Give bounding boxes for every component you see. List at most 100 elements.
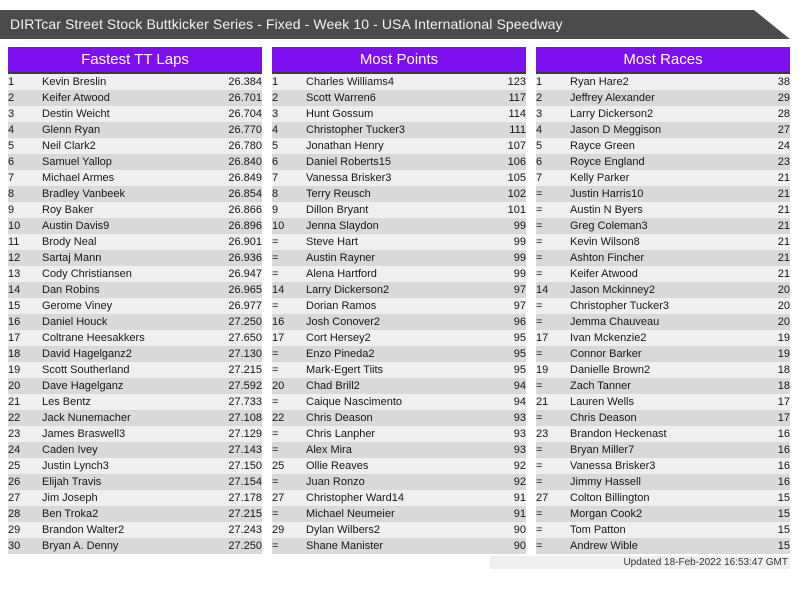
row-rank: 13 xyxy=(8,268,21,280)
row-value: 26.849 xyxy=(228,172,262,184)
row-driver-name: Daniel Roberts15 xyxy=(306,156,391,168)
row-value: 20 xyxy=(777,316,790,328)
row-value: 19 xyxy=(777,332,790,344)
row-value: 27.733 xyxy=(228,396,262,408)
table-row: 18 David Hagelganz2 27.130 xyxy=(8,346,262,362)
table-row: 22 Jack Nunemacher 27.108 xyxy=(8,410,262,426)
table-row: 19 Scott Southerland 27.215 xyxy=(8,362,262,378)
table-row: 5 Neil Clark2 26.780 xyxy=(8,138,262,154)
row-driver-name: Dave Hagelganz xyxy=(42,380,124,392)
row-value: 99 xyxy=(513,236,526,248)
table-row: = Jimmy Hassell 16 xyxy=(536,474,790,490)
table-row: = Enzo Pineda2 95 xyxy=(272,346,526,362)
row-rank: 17 xyxy=(536,332,549,344)
row-rank: 6 xyxy=(272,156,279,168)
row-rank: = xyxy=(272,540,279,552)
row-value: 19 xyxy=(777,348,790,360)
row-driver-name: Chad Brill2 xyxy=(306,380,360,392)
row-driver-name: Tom Patton xyxy=(570,524,626,536)
row-driver-name: Jason Mckinney2 xyxy=(570,284,655,296)
row-rank: 1 xyxy=(272,76,279,88)
row-value: 20 xyxy=(777,284,790,296)
table-row: 8 Terry Reusch 102 xyxy=(272,186,526,202)
row-value: 24 xyxy=(777,140,790,152)
table-row: 6 Daniel Roberts15 106 xyxy=(272,154,526,170)
row-driver-name: Brandon Heckenast xyxy=(570,428,667,440)
row-rank: = xyxy=(536,380,543,392)
row-rank: 14 xyxy=(536,284,549,296)
row-rank: 21 xyxy=(536,396,549,408)
row-rank: 5 xyxy=(272,140,279,152)
table-row: 19 Danielle Brown2 18 xyxy=(536,362,790,378)
table-row: = Alena Hartford 99 xyxy=(272,266,526,282)
row-rank: 15 xyxy=(8,300,21,312)
row-driver-name: Scott Warren6 xyxy=(306,92,376,104)
row-value: 27.178 xyxy=(228,492,262,504)
row-rank: = xyxy=(536,204,543,216)
row-driver-name: Juan Ronzo xyxy=(306,476,365,488)
table-row: 10 Jenna Slaydon 99 xyxy=(272,218,526,234)
row-driver-name: Caden Ivey xyxy=(42,444,98,456)
row-driver-name: Jonathan Henry xyxy=(306,140,384,152)
column-title-most-races: Most Races xyxy=(536,47,790,74)
row-driver-name: Samuel Yallop xyxy=(42,156,112,168)
row-driver-name: Kevin Wilson8 xyxy=(570,236,640,248)
row-rank: = xyxy=(536,268,543,280)
row-value: 111 xyxy=(509,124,526,136)
row-rank: 16 xyxy=(272,316,285,328)
table-row: = Dorian Ramos 97 xyxy=(272,298,526,314)
row-rank: = xyxy=(536,508,543,520)
table-row: 27 Colton Billington 15 xyxy=(536,490,790,506)
row-value: 95 xyxy=(513,348,526,360)
row-value: 29 xyxy=(777,92,790,104)
row-driver-name: David Hagelganz2 xyxy=(42,348,132,360)
row-value: 26.947 xyxy=(228,268,262,280)
table-row: 4 Glenn Ryan 26.770 xyxy=(8,122,262,138)
row-rank: 3 xyxy=(272,108,279,120)
row-value: 90 xyxy=(513,540,526,552)
row-driver-name: Christopher Ward14 xyxy=(306,492,405,504)
row-rank: = xyxy=(272,444,279,456)
row-value: 91 xyxy=(513,492,526,504)
table-row: 3 Destin Weicht 26.704 xyxy=(8,106,262,122)
row-value: 99 xyxy=(513,252,526,264)
row-rank: = xyxy=(536,540,543,552)
row-rank: 9 xyxy=(272,204,279,216)
row-rank: 22 xyxy=(8,412,21,424)
row-rank: = xyxy=(272,508,279,520)
table-row: 14 Jason Mckinney2 20 xyxy=(536,282,790,298)
table-row: 14 Larry Dickerson2 97 xyxy=(272,282,526,298)
row-value: 27.130 xyxy=(228,348,262,360)
row-rank: 10 xyxy=(8,220,21,232)
row-value: 91 xyxy=(513,508,526,520)
row-driver-name: Terry Reusch xyxy=(306,188,371,200)
table-row: = Juan Ronzo 92 xyxy=(272,474,526,490)
table-row: = Bryan Miller7 16 xyxy=(536,442,790,458)
row-driver-name: Dan Robins xyxy=(42,284,100,296)
table-row: = Greg Coleman3 21 xyxy=(536,218,790,234)
row-value: 27.143 xyxy=(228,444,262,456)
row-driver-name: Kevin Breslin xyxy=(42,76,107,88)
table-row: 4 Christopher Tucker3 111 xyxy=(272,122,526,138)
row-value: 95 xyxy=(513,332,526,344)
row-driver-name: Ryan Hare2 xyxy=(570,76,629,88)
standings-columns: Fastest TT Laps 1 Kevin Breslin 26.384 2 Kei… xyxy=(8,47,792,554)
table-row: 2 Scott Warren6 117 xyxy=(272,90,526,106)
table-row: = Keifer Atwood 21 xyxy=(536,266,790,282)
row-value: 26.965 xyxy=(228,284,262,296)
row-value: 27.650 xyxy=(228,332,262,344)
row-driver-name: Shane Manister xyxy=(306,540,384,552)
row-rank: 19 xyxy=(536,364,549,376)
table-row: = Christopher Tucker3 20 xyxy=(536,298,790,314)
row-rank: 14 xyxy=(8,284,21,296)
table-row: 30 Bryan A. Denny 27.250 xyxy=(8,538,262,554)
row-rank: = xyxy=(536,252,543,264)
table-row: = Chris Lanpher 93 xyxy=(272,426,526,442)
row-value: 21 xyxy=(777,188,790,200)
table-row: 5 Jonathan Henry 107 xyxy=(272,138,526,154)
row-driver-name: Justin Harris10 xyxy=(570,188,644,200)
row-driver-name: Charles Williams4 xyxy=(306,76,395,88)
table-row: 3 Larry Dickerson2 28 xyxy=(536,106,790,122)
row-driver-name: Roy Baker xyxy=(42,204,94,216)
table-row: 6 Royce England 23 xyxy=(536,154,790,170)
